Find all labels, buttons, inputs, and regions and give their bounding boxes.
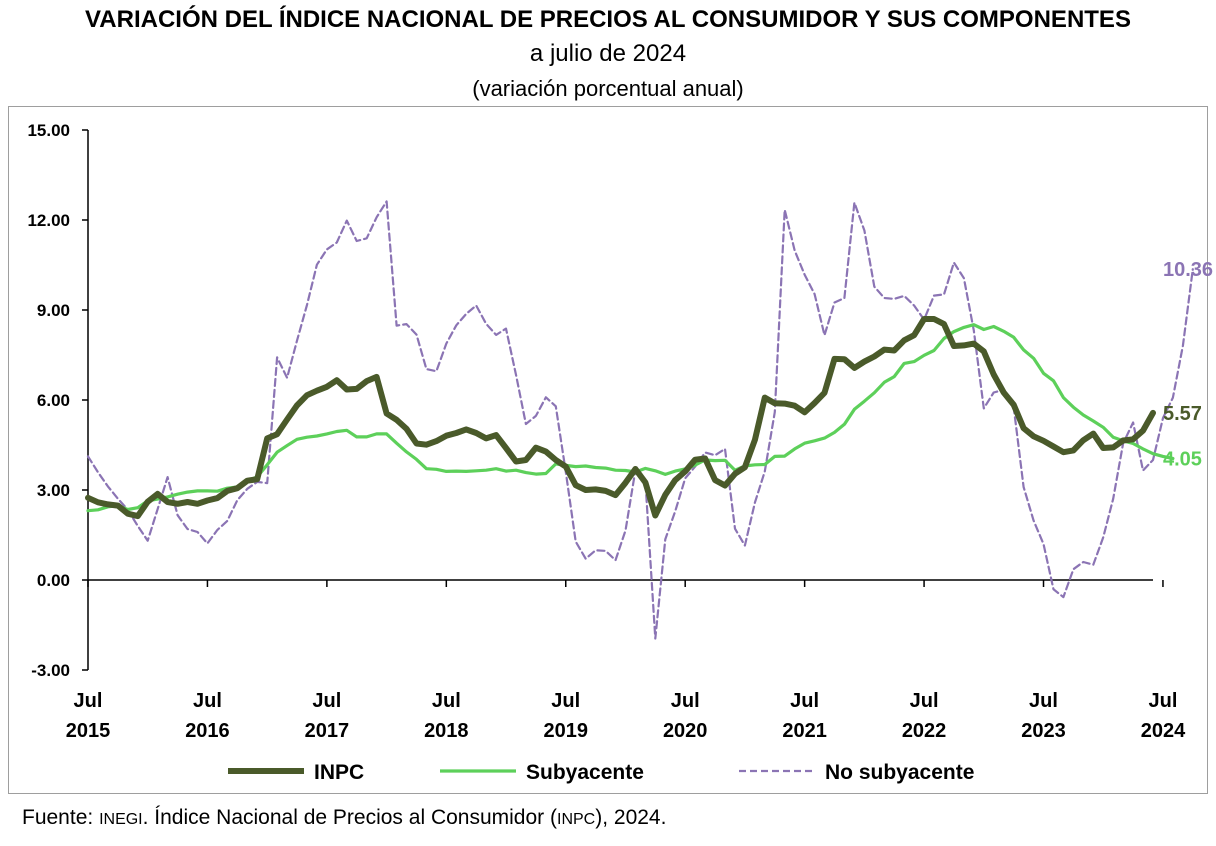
chart-frame <box>8 106 1208 794</box>
legend-label-inpc: INPC <box>314 761 364 784</box>
source-prefix: Fuente: <box>22 806 100 829</box>
y-tick-label: 15.00 <box>27 121 70 140</box>
x-tick-label-year: 2019 <box>544 720 589 742</box>
x-tick-label-month: Jul <box>1149 690 1178 712</box>
x-tick-label-year: 2015 <box>66 720 111 742</box>
series-line-no-subyacente <box>86 200 1194 640</box>
x-tick-label-year: 2016 <box>185 720 230 742</box>
x-tick-label-month: Jul <box>312 690 341 712</box>
y-tick-label: 12.00 <box>27 211 70 230</box>
chart-unit-note: (variación porcentual anual) <box>472 76 744 101</box>
labels-layer: 5.57 4.05 10.36 <box>1163 259 1213 470</box>
x-tick-label-year: 2023 <box>1021 720 1066 742</box>
x-tick-label-month: Jul <box>910 690 939 712</box>
y-tick-label: 3.00 <box>37 481 70 500</box>
chart-subtitle: a julio de 2024 <box>529 40 687 67</box>
source-note: Fuente: INEGI. Índice Nacional de Precio… <box>22 806 666 830</box>
x-tick-label-month: Jul <box>671 690 700 712</box>
x-tick-label-year: 2020 <box>663 720 708 742</box>
x-tick-label-month: Jul <box>1029 690 1058 712</box>
source-middle: . Índice Nacional de Precios al Consumid… <box>142 806 557 829</box>
x-tick-label-year: 2022 <box>902 720 947 742</box>
x-tick-label-month: Jul <box>193 690 222 712</box>
source-org: INEGI <box>99 811 143 828</box>
legend-label-subyacente: Subyacente <box>526 761 644 784</box>
y-tick-label: -3.00 <box>31 661 70 680</box>
x-tick-label-year: 2018 <box>424 720 469 742</box>
x-tick-label-year: 2021 <box>782 720 827 742</box>
x-tick-label-year: 2024 <box>1141 720 1186 742</box>
end-label-no-subyacente: 10.36 <box>1163 259 1213 281</box>
x-tick-label-month: Jul <box>432 690 461 712</box>
chart-axes: 15.0012.009.006.003.000.00-3.00Jul2015Ju… <box>27 121 1186 742</box>
y-tick-label: 0.00 <box>37 571 70 590</box>
y-tick-label: 6.00 <box>37 391 70 410</box>
end-label-inpc: 5.57 <box>1163 403 1202 425</box>
legend-label-no-subyacente: No subyacente <box>825 761 974 784</box>
source-acronym: INPC <box>557 811 596 828</box>
x-tick-label-month: Jul <box>74 690 103 712</box>
series-line-inpc <box>85 316 1156 520</box>
x-tick-label-month: Jul <box>551 690 580 712</box>
y-tick-label: 9.00 <box>37 301 70 320</box>
chart-legend: INPC Subyacente No subyacente <box>228 761 974 784</box>
chart-title: VARIACIÓN DEL ÍNDICE NACIONAL DE PRECIOS… <box>85 6 1131 33</box>
x-tick-label-year: 2017 <box>305 720 350 742</box>
source-suffix: ), 2024. <box>595 806 667 829</box>
series-layer <box>85 200 1194 640</box>
end-label-subyacente: 4.05 <box>1163 449 1202 471</box>
x-tick-label-month: Jul <box>790 690 819 712</box>
